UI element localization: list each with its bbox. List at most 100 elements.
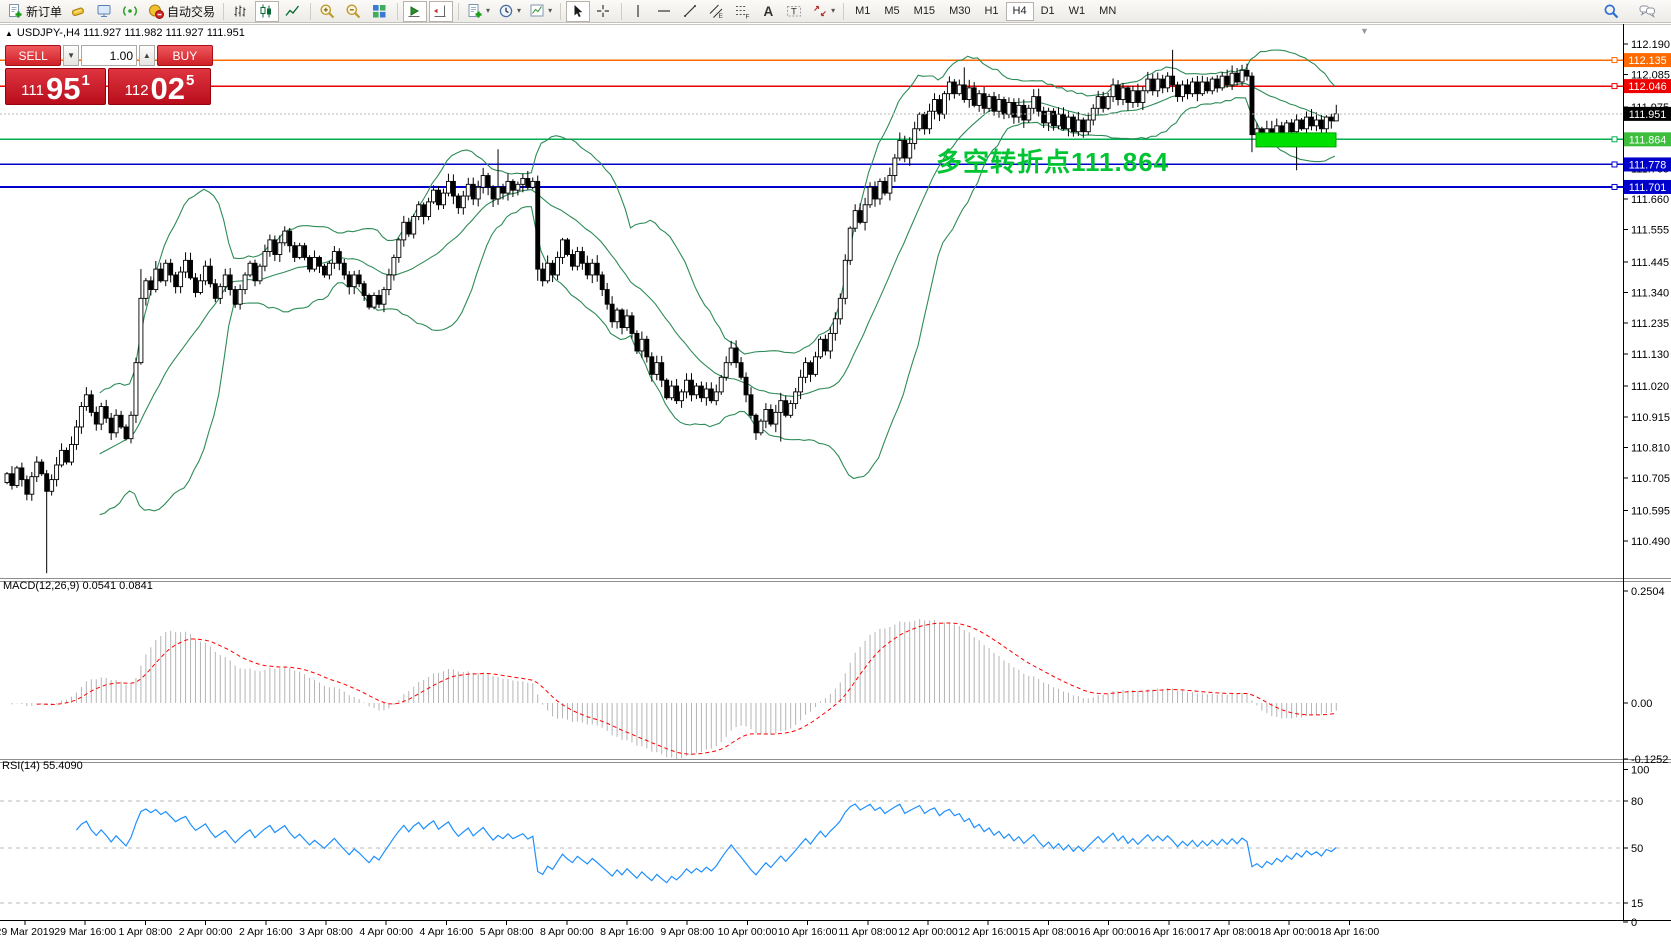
vline-icon <box>637 4 639 17</box>
templates-button[interactable]: ▾ <box>526 1 555 22</box>
timeframe-w1-button[interactable]: W1 <box>1062 2 1093 21</box>
timeframe-h4-button[interactable]: H4 <box>1005 1 1034 21</box>
chart-shift-button[interactable] <box>429 0 454 22</box>
sell-price-point: 1 <box>81 72 90 89</box>
macd-pane[interactable] <box>11 619 1337 759</box>
svg-text:F: F <box>746 13 750 20</box>
time-axis[interactable]: 29 Mar 2019 29 Mar 16:00 1 Apr 08:00 2 Apr … <box>0 921 1379 938</box>
indicators-list-button[interactable]: ▾ <box>464 1 493 22</box>
horizontal-line-button[interactable] <box>653 1 677 22</box>
rsi-pane[interactable] <box>0 800 1623 904</box>
crosshair-button[interactable] <box>592 1 616 22</box>
chat-button[interactable] <box>1636 1 1660 22</box>
sell-price-box[interactable]: 111 95 1 <box>5 68 106 105</box>
zoom-out-button[interactable] <box>342 1 366 22</box>
cursor-icon <box>574 4 583 17</box>
toolbar-separator <box>621 2 623 20</box>
one-click-trading-panel: SELL ▼ ▲ BUY 111 95 1 112 02 5 <box>5 45 213 107</box>
trade-buttons-row: SELL ▼ ▲ BUY <box>5 45 213 66</box>
rsi-axis[interactable]: 100 80 50 15 0 <box>1623 765 1649 929</box>
support-zone-highlight[interactable] <box>1255 132 1337 148</box>
main-price-pane[interactable] <box>0 49 1623 574</box>
svg-text:50: 50 <box>1631 843 1643 855</box>
macd-axis[interactable]: 0.2504 0.00 -0.1252 <box>1623 586 1668 766</box>
svg-text:111.778: 111.778 <box>1629 159 1666 171</box>
svg-text:10 Apr 00:00: 10 Apr 00:00 <box>718 926 778 938</box>
auto-scroll-button[interactable] <box>403 0 428 22</box>
timeframe-mn-button[interactable]: MN <box>1092 2 1123 21</box>
timeframe-d1-button[interactable]: D1 <box>1034 2 1062 21</box>
text-label-button[interactable]: T <box>783 1 807 22</box>
timeframe-m15-button[interactable]: M15 <box>907 2 942 21</box>
timeframe-m30-button[interactable]: M30 <box>942 2 977 21</box>
linechart-icon <box>285 5 300 16</box>
vertical-line-button[interactable] <box>627 1 651 22</box>
cursor-button[interactable] <box>566 0 591 22</box>
zoom-in-button[interactable] <box>316 1 340 22</box>
timeframe-h1-button[interactable]: H1 <box>977 2 1005 21</box>
chevron-down-icon: ▾ <box>831 6 836 15</box>
volume-input[interactable] <box>81 45 137 66</box>
data-window-button[interactable] <box>93 1 117 22</box>
price-axis-badges: 112.135 112.046 111.864 111.778 111.701 111.9… <box>1624 53 1671 194</box>
navigator-button[interactable] <box>119 1 143 22</box>
candlestick-chart-button[interactable] <box>255 0 280 22</box>
autotrade-icon <box>149 4 165 19</box>
svg-text:112.135: 112.135 <box>1628 55 1666 67</box>
arrows-button[interactable]: ▾ <box>809 1 838 22</box>
chart-canvas[interactable]: 112.190112.085111.975111.870111.765111.6… <box>0 24 1671 949</box>
svg-text:12 Apr 00:00: 12 Apr 00:00 <box>898 926 958 938</box>
svg-text:110.915: 110.915 <box>1631 412 1670 424</box>
bar-chart-button[interactable] <box>229 1 253 22</box>
sell-price-handle: 111 <box>21 82 44 99</box>
svg-text:112.085: 112.085 <box>1631 70 1670 82</box>
search-button[interactable] <box>1600 1 1624 22</box>
svg-text:110.810: 110.810 <box>1631 442 1670 454</box>
periods-button[interactable]: ▾ <box>495 1 524 22</box>
fibonacci-retracement-button[interactable]: F <box>731 1 755 22</box>
svg-text:111.020: 111.020 <box>1631 381 1669 393</box>
new-order-button[interactable]: 新订单 <box>4 1 65 22</box>
svg-text:17 Apr 08:00: 17 Apr 08:00 <box>1199 926 1259 938</box>
volume-increase-button[interactable]: ▲ <box>139 45 155 66</box>
toolbar-separator <box>397 2 399 20</box>
toolbar-right-icons <box>1599 1 1661 22</box>
market-watch-button[interactable] <box>67 1 91 22</box>
svg-text:0.00: 0.00 <box>1631 698 1652 710</box>
timeframe-m5-button[interactable]: M5 <box>877 2 906 21</box>
chart-ohlc-title: ▲ USDJPY-,H4 111.927 111.982 111.927 111.… <box>5 27 245 39</box>
toolbar: 新订单 自动交易 ▾ ▾ ▾ E F A T ▾ M1 M5 M15 M30 H1 H4 D1 W1 MN <box>0 0 1671 23</box>
svg-text:111.445: 111.445 <box>1631 257 1669 269</box>
equidistant-channel-button[interactable]: E <box>705 1 729 22</box>
svg-text:5 Apr 08:00: 5 Apr 08:00 <box>480 926 534 938</box>
svg-text:8 Apr 00:00: 8 Apr 00:00 <box>540 926 594 938</box>
chart-annotation-text: 多空转折点111.864 <box>936 147 1170 177</box>
sell-button[interactable]: SELL <box>5 45 62 66</box>
autoscroll-icon <box>408 5 420 17</box>
sell-price-pips: 95 <box>45 70 81 106</box>
text-button[interactable]: A <box>757 1 781 22</box>
svg-text:-0.1252: -0.1252 <box>1631 754 1668 766</box>
auto-trading-button[interactable]: 自动交易 <box>145 1 218 22</box>
scroll-marker-icon[interactable]: ▼ <box>1360 26 1369 36</box>
chevron-down-icon: ▾ <box>486 6 491 15</box>
gold-icon <box>71 7 84 16</box>
timeframe-m1-button[interactable]: M1 <box>848 2 877 21</box>
tile-windows-button[interactable] <box>368 1 392 22</box>
chart-title-text: USDJPY-,H4 111.927 111.982 111.927 111.9… <box>16 27 245 39</box>
svg-text:110.705: 110.705 <box>1631 473 1670 485</box>
line-chart-button[interactable] <box>281 1 305 22</box>
new-order-icon <box>9 3 22 17</box>
volume-decrease-button[interactable]: ▼ <box>63 45 79 66</box>
timeframe-switcher: M1 M5 M15 M30 H1 H4 D1 W1 MN <box>848 1 1123 21</box>
tile-icon <box>373 4 386 17</box>
svg-text:111.555: 111.555 <box>1631 225 1669 237</box>
svg-text:E: E <box>719 13 724 20</box>
text-icon: A <box>764 4 774 19</box>
svg-text:2 Apr 00:00: 2 Apr 00:00 <box>179 926 233 938</box>
buy-button[interactable]: BUY <box>156 45 213 66</box>
buy-price-box[interactable]: 112 02 5 <box>108 68 211 105</box>
collapse-panel-icon[interactable]: ▲ <box>5 29 13 38</box>
trendline-button[interactable] <box>679 1 703 22</box>
svg-text:10 Apr 16:00: 10 Apr 16:00 <box>778 926 838 938</box>
